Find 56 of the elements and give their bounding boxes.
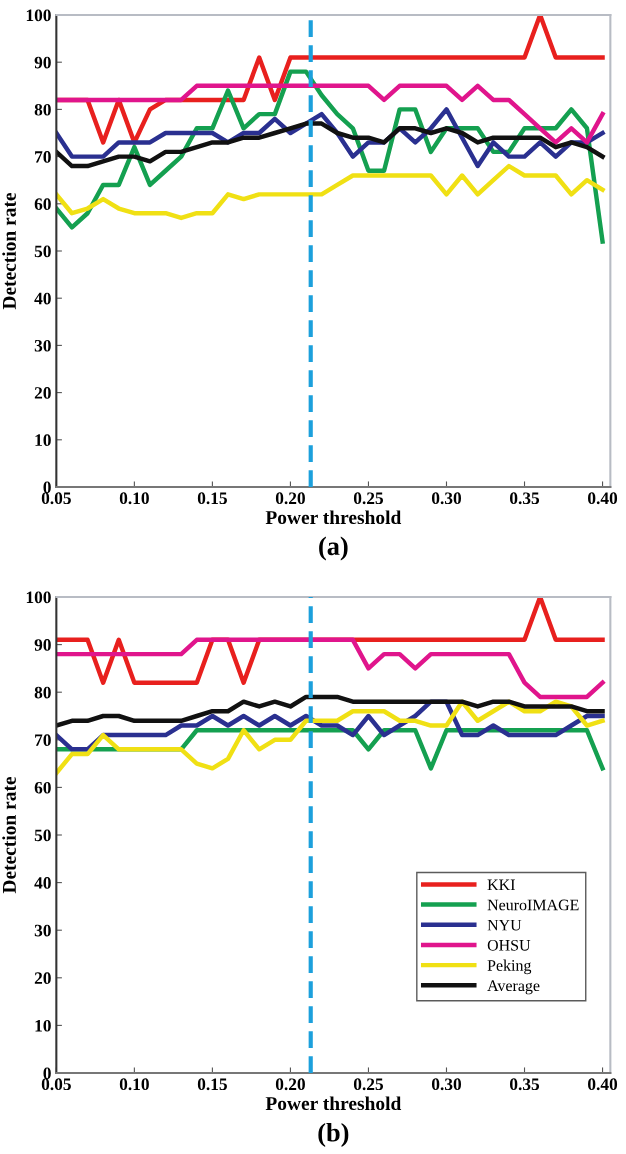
x-tick-label: 0.10 bbox=[119, 492, 149, 505]
y-tick-label: 90 bbox=[34, 639, 51, 651]
y-axis-title: Detection rate bbox=[2, 776, 16, 894]
y-tick-label: 40 bbox=[34, 877, 51, 889]
y-tick-label: 80 bbox=[34, 103, 51, 116]
y-tick-label: 10 bbox=[35, 434, 51, 446]
x-tick-label: 0.20 bbox=[275, 492, 305, 505]
x-tick-label: 0.40 bbox=[588, 492, 618, 505]
text: (a) bbox=[319, 536, 348, 561]
legend-label: NeuroIMAGE bbox=[487, 899, 579, 911]
y-tick-label: 40 bbox=[34, 292, 51, 305]
legend-label: OHSU bbox=[487, 939, 531, 951]
x-tick-label: 0.25 bbox=[353, 1078, 384, 1091]
line-series bbox=[56, 163, 605, 221]
x-tick-label: 0.35 bbox=[509, 1078, 540, 1091]
y-tick-label: 100 bbox=[26, 9, 51, 22]
y-tick-label: 70 bbox=[35, 734, 51, 746]
y-tick-label: 70 bbox=[35, 151, 51, 163]
y-tick-label: 30 bbox=[34, 924, 51, 937]
legend-label: NYU bbox=[487, 919, 522, 931]
x-tick-label: 0.15 bbox=[197, 492, 227, 505]
y-tick-label: 60 bbox=[34, 198, 51, 210]
y-tick-label: 80 bbox=[34, 686, 51, 699]
x-tick-label: 0.25 bbox=[353, 492, 384, 505]
x-tick-label: 0.20 bbox=[275, 1078, 305, 1091]
x-tick-label: 0.35 bbox=[509, 492, 540, 505]
x-axis-title: Power threshold bbox=[265, 1096, 402, 1111]
line-series bbox=[56, 694, 605, 728]
y-tick-label: 90 bbox=[34, 56, 51, 69]
y-tick-label: 30 bbox=[34, 339, 51, 352]
x-tick-label: 0.05 bbox=[41, 1078, 71, 1091]
y-tick-label: 0 bbox=[43, 1067, 51, 1080]
x-tick-label: 0.05 bbox=[41, 492, 71, 505]
legend-label: KKI bbox=[487, 879, 515, 891]
legend-label: Peking bbox=[487, 959, 532, 975]
line-series bbox=[56, 121, 605, 169]
y-tick-label: 20 bbox=[34, 387, 51, 399]
y-tick-label: 50 bbox=[34, 245, 51, 258]
text: (b) bbox=[318, 1122, 349, 1147]
x-tick-label: 0.30 bbox=[431, 1078, 462, 1091]
y-tick-label: 60 bbox=[34, 781, 51, 794]
y-tick-label: 100 bbox=[26, 591, 51, 604]
x-tick-label: 0.40 bbox=[588, 1078, 618, 1091]
x-tick-label: 0.15 bbox=[197, 1078, 227, 1091]
legend-label: Average bbox=[487, 980, 540, 995]
y-tick-label: 50 bbox=[34, 829, 51, 842]
y-tick-label: 0 bbox=[43, 481, 51, 494]
line-series bbox=[56, 699, 605, 776]
x-axis-title: Power threshold bbox=[265, 510, 402, 525]
x-tick-label: 0.30 bbox=[431, 492, 462, 505]
y-axis-title: Detection rate bbox=[2, 192, 16, 310]
y-tick-label: 10 bbox=[35, 1019, 51, 1032]
x-tick-label: 0.10 bbox=[119, 1078, 149, 1091]
line-series bbox=[56, 83, 605, 145]
line-series bbox=[56, 637, 605, 700]
y-tick-label: 20 bbox=[34, 972, 51, 984]
